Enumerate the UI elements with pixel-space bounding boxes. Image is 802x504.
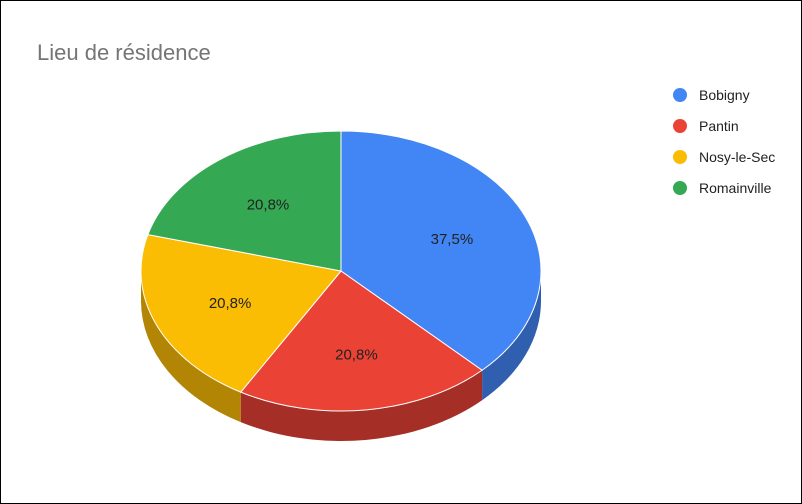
data-label-nosy-le-sec: 20,8% [209,295,252,312]
pie-slice-nosy-le-sec[interactable] [140,234,342,393]
legend-swatch [673,181,687,195]
legend-item-bobigny[interactable]: Bobigny [673,85,775,105]
pie-slice-pantin[interactable] [239,270,483,412]
legend-item-nosy-le-sec[interactable]: Nosy-le-Sec [673,147,775,167]
pie-side-pantin [240,370,483,441]
data-label-bobigny: 37,5% [431,231,474,248]
chart-title: Lieu de résidence [37,40,211,65]
pie-side-bobigny [482,271,541,401]
legend-item-romainville[interactable]: Romainville [673,178,775,198]
pie-side-nosy-le-sec [141,271,241,423]
pie-top [140,130,542,412]
pie-slice-bobigny[interactable] [340,130,542,371]
legend-label: Bobigny [699,87,750,103]
legend-swatch [673,88,687,102]
data-label-pantin: 20,8% [335,346,378,363]
legend-label: Nosy-le-Sec [699,149,776,165]
legend-label: Pantin [699,118,739,134]
legend-label: Romainville [699,180,772,196]
data-label-romainville: 20,8% [247,196,290,213]
legend-item-pantin[interactable]: Pantin [673,116,775,136]
legend-swatch [673,150,687,164]
chart-legend: Bobigny Pantin Nosy-le-Sec Romainville [673,85,775,209]
legend-swatch [673,119,687,133]
pie-slice-romainville[interactable] [147,130,342,272]
pie-side-walls [141,271,541,441]
